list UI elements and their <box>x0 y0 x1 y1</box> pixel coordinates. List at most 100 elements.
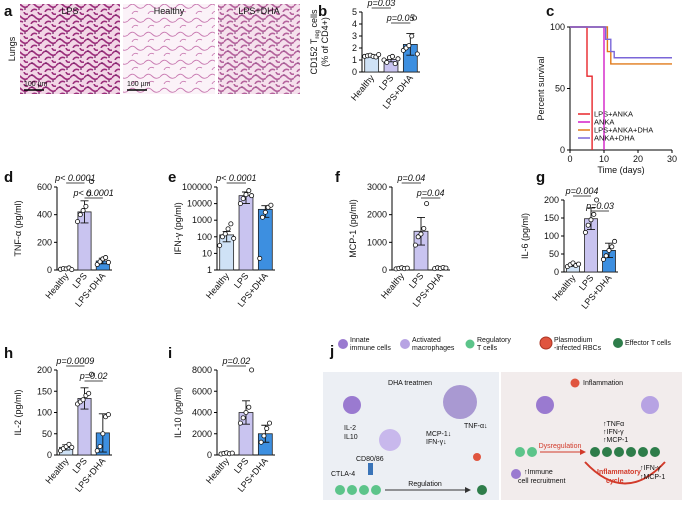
data-point <box>246 404 252 410</box>
panel-label: h <box>4 345 13 362</box>
data-point <box>246 188 252 194</box>
legend-label: LPS+ANKA <box>594 110 633 119</box>
y-tick-label: 2000 <box>192 429 212 439</box>
x-tick-label: Healthy <box>550 272 578 302</box>
y-tick-label: 10000 <box>187 199 212 209</box>
data-point <box>406 43 412 49</box>
y-tick-label: 200 <box>37 365 52 375</box>
y-tick-label: 0 <box>207 450 212 460</box>
data-point <box>257 255 263 261</box>
data-point <box>80 397 86 403</box>
y-tick-label: 200 <box>37 237 52 247</box>
panel-label: f <box>335 169 341 186</box>
icon-effector <box>613 338 623 348</box>
legend-text: Regulatory <box>477 337 511 344</box>
data-point <box>89 371 95 377</box>
data-point <box>97 443 103 449</box>
data-point <box>421 225 427 231</box>
cytokine: ↑MCP-1 <box>603 437 628 444</box>
data-point <box>225 226 231 232</box>
error-bar <box>417 216 425 246</box>
rbc <box>473 453 481 461</box>
data-point <box>443 265 449 271</box>
survival-line <box>570 26 672 59</box>
recruitment: cell recruitment <box>518 478 566 485</box>
panel-label: a <box>4 3 13 20</box>
legend-text: T cells <box>477 345 498 352</box>
data-point <box>228 221 234 227</box>
data-point <box>237 420 243 426</box>
data-point <box>100 431 106 437</box>
y-tick-label: 600 <box>37 182 52 192</box>
y-tick-label: 0 <box>47 265 52 275</box>
image-label: LPS <box>61 6 78 16</box>
data-point <box>260 214 266 220</box>
cytokine: IL-2 <box>344 425 356 432</box>
data-point <box>105 412 111 418</box>
legend-label: LPS+ANKA+DHA <box>594 126 653 135</box>
p-value: p< 0.0001 <box>54 173 95 183</box>
scale-label: 100 µm <box>24 81 48 88</box>
data-point <box>376 52 382 58</box>
y-tick-label: 50 <box>555 84 565 94</box>
data-point <box>77 212 83 218</box>
x-tick-label: Healthy <box>204 455 232 485</box>
x-tick-label: Healthy <box>43 270 71 300</box>
data-point <box>229 450 235 456</box>
data-point <box>249 193 255 199</box>
data-point <box>86 390 92 396</box>
x-tick-label: 0 <box>567 154 572 164</box>
image-healthy <box>123 4 215 94</box>
legend-text: macrophages <box>412 345 455 352</box>
treg-cells <box>335 485 381 495</box>
data-point <box>243 409 249 415</box>
y-tick-label: 0 <box>554 267 559 277</box>
innate-cell <box>536 396 554 414</box>
innate-cell <box>511 469 521 479</box>
legend-text: Innate <box>350 337 370 344</box>
p-value: p=0.04 <box>416 188 445 198</box>
data-point <box>600 256 606 262</box>
p-value: p=0.02 <box>221 356 250 366</box>
data-point <box>217 242 223 248</box>
y-tick-label: 8000 <box>192 365 212 375</box>
y-label-part: CD152 T <box>309 38 319 74</box>
y-label-sub: reg <box>315 30 321 39</box>
data-point <box>258 439 264 445</box>
p-value: p=0.03 <box>366 0 395 8</box>
data-point <box>582 229 588 235</box>
legend-text: Activated <box>412 337 441 344</box>
legend-text: Plasmodium <box>554 337 593 344</box>
data-point <box>264 425 270 431</box>
organ-label: Lungs <box>7 36 17 61</box>
y-tick-label: 200 <box>544 195 559 205</box>
data-point <box>86 191 92 197</box>
x-tick-label: Healthy <box>204 270 232 300</box>
y-tick-label: 10 <box>202 248 212 258</box>
legend-text: Effector T cells <box>625 340 671 347</box>
icon-innate <box>338 339 348 349</box>
y-tick-label: 150 <box>37 386 52 396</box>
cytokine: MCP-1↓ <box>426 431 451 438</box>
data-point <box>89 178 95 184</box>
data-point <box>392 61 398 67</box>
y-tick-label: 6000 <box>192 386 212 396</box>
data-point <box>412 242 418 248</box>
x-tick-label: 10 <box>599 154 609 164</box>
data-point <box>594 197 600 203</box>
y-tick-label: 100000 <box>182 182 212 192</box>
legend-label: ANKA <box>594 118 614 127</box>
data-point <box>69 267 75 273</box>
data-point <box>395 56 401 62</box>
x-tick-label: 20 <box>633 154 643 164</box>
y-tick-label: 400 <box>37 210 52 220</box>
y-tick-label: 100 <box>544 231 559 241</box>
image-lps-dha <box>218 4 300 94</box>
y-tick-label: 5 <box>352 7 357 17</box>
scale-label: 100 µm <box>127 81 151 88</box>
bar <box>238 195 254 271</box>
y-tick-label: 50 <box>42 429 52 439</box>
receptor: CD80/86 <box>356 456 384 463</box>
innate-cell <box>343 396 361 414</box>
cytokine: TNF-α↓ <box>464 423 488 430</box>
